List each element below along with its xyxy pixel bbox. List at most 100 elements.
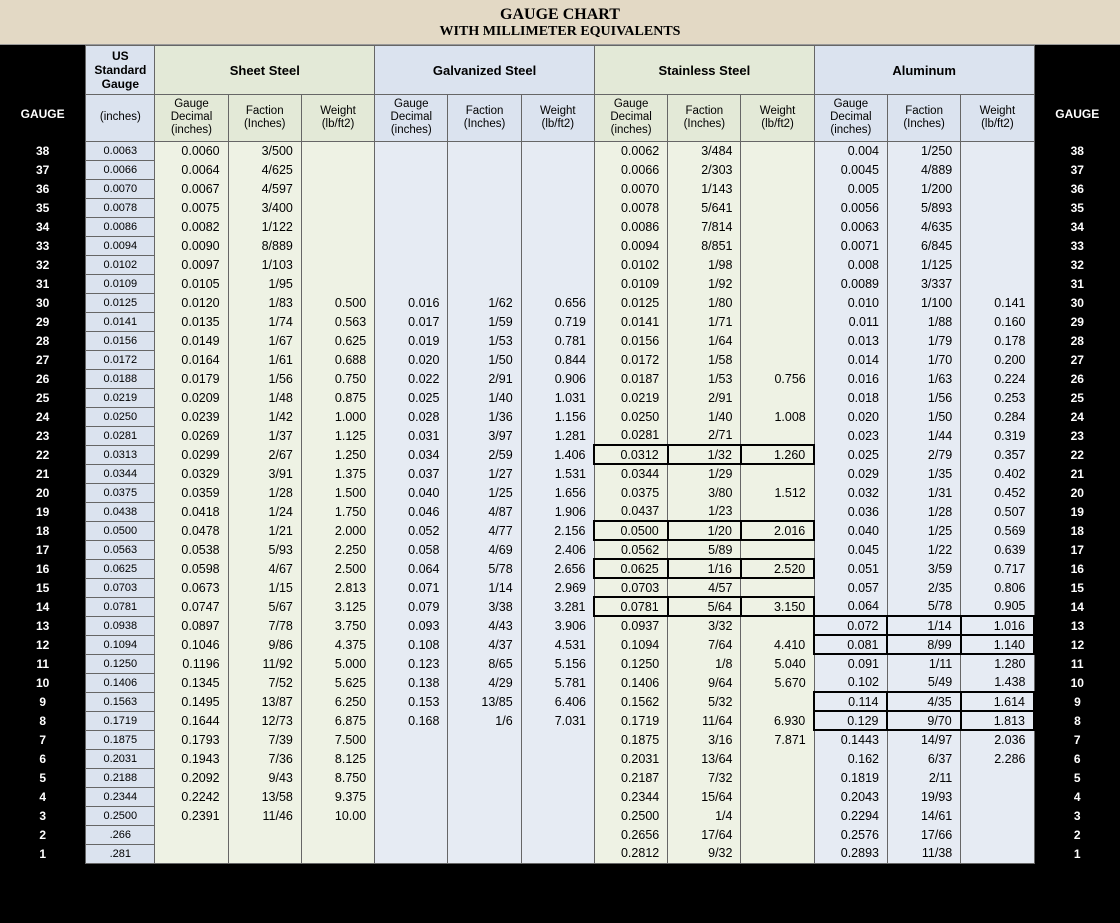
table-row: 290.01410.01351/740.5630.0171/590.7190.0… [0, 312, 1120, 331]
data-cell [961, 198, 1034, 217]
data-cell: 0.091 [814, 654, 887, 673]
data-cell: 11/46 [228, 806, 301, 825]
data-cell: 9/43 [228, 768, 301, 787]
gauge-right: 3 [1034, 806, 1120, 825]
data-cell: 0.2656 [594, 825, 667, 844]
data-cell: 3.281 [521, 597, 594, 616]
data-cell: 0.0897 [155, 616, 228, 635]
data-cell: 9/64 [668, 673, 741, 692]
table-row: 50.21880.20929/438.7500.21877/320.18192/… [0, 768, 1120, 787]
data-cell: 0.2391 [155, 806, 228, 825]
data-cell: 0.656 [521, 293, 594, 312]
data-cell: 0.0102 [594, 255, 667, 274]
data-cell: 0.064 [814, 597, 887, 616]
data-cell: 3/91 [228, 464, 301, 483]
gauge-right: 23 [1034, 426, 1120, 445]
data-cell: 0.0269 [155, 426, 228, 445]
data-cell [961, 844, 1034, 863]
data-cell: 1.260 [741, 445, 814, 464]
data-cell: 0.072 [814, 616, 887, 635]
data-cell [301, 179, 374, 198]
data-cell: 12/73 [228, 711, 301, 730]
data-cell: 1/23 [668, 502, 741, 521]
data-cell [741, 350, 814, 369]
data-cell: 1.156 [521, 407, 594, 426]
data-cell: 11/92 [228, 654, 301, 673]
data-cell: 0.162 [814, 749, 887, 768]
data-cell: 0.0090 [155, 236, 228, 255]
data-cell: 0.806 [961, 578, 1034, 597]
data-cell: 2/303 [668, 160, 741, 179]
data-cell: 0.402 [961, 464, 1034, 483]
data-cell: 1/29 [668, 464, 741, 483]
gauge-left: 35 [0, 198, 86, 217]
gauge-right: 6 [1034, 749, 1120, 768]
data-cell [448, 844, 521, 863]
data-cell: 0.0219 [594, 388, 667, 407]
data-cell [961, 255, 1034, 274]
us-standard-cell: 0.0070 [86, 179, 155, 198]
data-cell: 2.656 [521, 559, 594, 578]
data-cell: 5.156 [521, 654, 594, 673]
data-cell: 0.563 [301, 312, 374, 331]
col-header: GaugeDecimal(inches) [375, 95, 448, 142]
group-sheetsteel: Sheet Steel [155, 46, 375, 95]
data-cell [741, 426, 814, 445]
data-cell: 0.756 [741, 369, 814, 388]
data-cell: 0.017 [375, 312, 448, 331]
gauge-left: 11 [0, 654, 86, 673]
us-standard-cell: 0.2031 [86, 749, 155, 768]
data-cell: 0.0078 [594, 198, 667, 217]
data-cell: 0.1644 [155, 711, 228, 730]
data-cell: 1.500 [301, 483, 374, 502]
data-cell: 5/641 [668, 198, 741, 217]
data-cell: 0.0478 [155, 521, 228, 540]
data-cell: 4/37 [448, 635, 521, 654]
data-cell [448, 806, 521, 825]
data-cell: 0.2043 [814, 787, 887, 806]
gauge-left: 36 [0, 179, 86, 198]
data-cell [741, 844, 814, 863]
us-standard-cell: 0.0156 [86, 331, 155, 350]
data-cell: 0.0066 [594, 160, 667, 179]
data-cell: 5.670 [741, 673, 814, 692]
data-cell: 1/48 [228, 388, 301, 407]
gauge-right: 34 [1034, 217, 1120, 236]
gauge-left: 34 [0, 217, 86, 236]
data-cell: 4/57 [668, 578, 741, 597]
data-cell: 0.0089 [814, 274, 887, 293]
gauge-right: 30 [1034, 293, 1120, 312]
us-standard-cell: 0.0344 [86, 464, 155, 483]
data-cell: 1/100 [887, 293, 960, 312]
data-cell [741, 540, 814, 559]
data-cell: 0.0164 [155, 350, 228, 369]
data-cell: 13/58 [228, 787, 301, 806]
data-cell: 0.018 [814, 388, 887, 407]
data-cell: 5/89 [668, 540, 741, 559]
gauge-right: 8 [1034, 711, 1120, 730]
data-cell: 4/69 [448, 540, 521, 559]
data-cell: 0.0359 [155, 483, 228, 502]
table-row: 350.00780.00753/4000.00785/6410.00565/89… [0, 198, 1120, 217]
data-cell: 0.023 [814, 426, 887, 445]
table-row: 1.2810.28129/320.289311/381 [0, 844, 1120, 863]
data-cell [521, 141, 594, 160]
data-cell: 2/79 [887, 445, 960, 464]
data-cell: 2/71 [668, 426, 741, 445]
data-cell: 4/625 [228, 160, 301, 179]
data-cell: 0.253 [961, 388, 1034, 407]
data-cell: 0.1793 [155, 730, 228, 749]
data-cell: 5/49 [887, 673, 960, 692]
gauge-right: 22 [1034, 445, 1120, 464]
gauge-right: 1 [1034, 844, 1120, 863]
data-cell: 4/635 [887, 217, 960, 236]
data-cell: 5/78 [887, 597, 960, 616]
data-cell [961, 160, 1034, 179]
data-cell: 7/36 [228, 749, 301, 768]
data-cell: 0.500 [301, 293, 374, 312]
us-standard-cell: 0.0141 [86, 312, 155, 331]
data-cell: 0.0075 [155, 198, 228, 217]
data-cell: 1/56 [887, 388, 960, 407]
data-cell [448, 749, 521, 768]
data-cell: 4/29 [448, 673, 521, 692]
